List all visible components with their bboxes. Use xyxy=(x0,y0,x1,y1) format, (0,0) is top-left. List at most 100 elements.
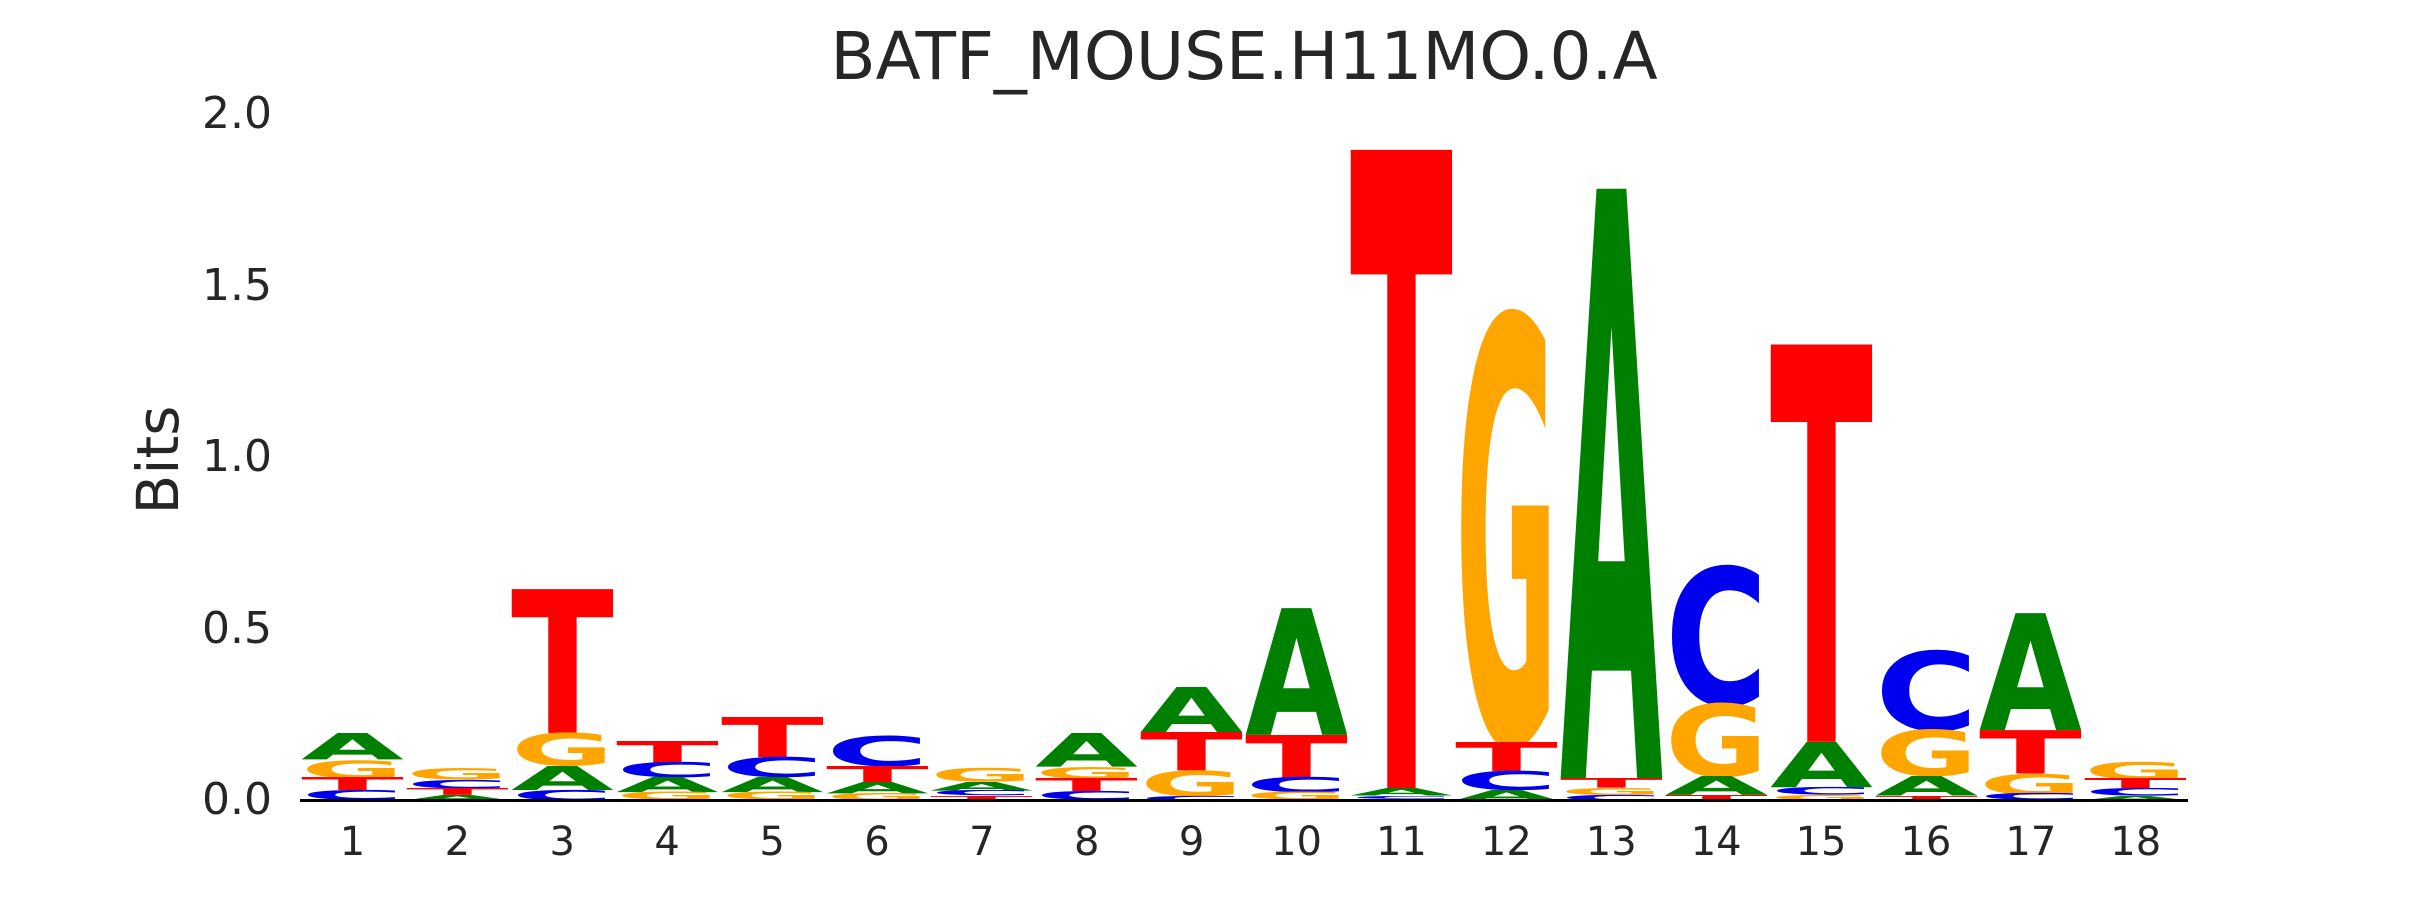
logo-letter-A: A xyxy=(826,779,929,797)
logo-letter-T: T xyxy=(1665,793,1768,801)
svg-text:A: A xyxy=(511,759,614,797)
svg-text:T: T xyxy=(1455,734,1558,780)
logo-letter-C: C xyxy=(1875,630,1978,756)
logo-letter-G: G xyxy=(301,755,404,783)
svg-text:C: C xyxy=(1140,794,1243,801)
svg-text:G: G xyxy=(406,765,509,784)
logo-letter-T: T xyxy=(930,794,1033,801)
svg-text:A: A xyxy=(616,773,719,797)
x-tick-label: 3 xyxy=(549,819,575,865)
logo-letter-G: G xyxy=(1875,718,1978,791)
logo-letter-G: G xyxy=(1140,764,1243,804)
x-tick-label: 1 xyxy=(339,819,366,865)
svg-text:C: C xyxy=(721,752,824,784)
x-tick-label: 11 xyxy=(1375,819,1427,865)
x-tick-label: 17 xyxy=(2005,819,2057,865)
y-tick-label: 1.5 xyxy=(202,259,272,311)
svg-text:C: C xyxy=(1350,795,1453,799)
svg-text:A: A xyxy=(1035,724,1138,778)
svg-text:A: A xyxy=(721,773,824,797)
x-tick-label: 10 xyxy=(1271,819,1322,865)
svg-text:T: T xyxy=(1770,235,1874,870)
y-tick-label: 1.0 xyxy=(202,431,272,482)
logo-letter-C: C xyxy=(1350,795,1453,799)
x-tick-label: 8 xyxy=(1074,819,1100,865)
logo-letter-C: C xyxy=(930,789,1033,797)
svg-text:C: C xyxy=(1979,792,2082,802)
y-tick-label: 2.0 xyxy=(202,88,272,139)
svg-text:G: G xyxy=(2084,757,2187,784)
logo-letter-T: T xyxy=(1560,776,1663,791)
logo-letter-C: C xyxy=(721,752,824,784)
svg-text:T: T xyxy=(1560,776,1663,791)
svg-text:T: T xyxy=(1875,794,1978,801)
logo-letter-G: G xyxy=(930,764,1033,786)
logo-letter-A: A xyxy=(616,773,719,797)
x-tick-label: 4 xyxy=(654,819,680,865)
logo-letter-T: T xyxy=(1035,775,1138,796)
logo-letter-G: G xyxy=(826,791,929,802)
logo-letter-G: G xyxy=(511,724,614,776)
svg-text:C: C xyxy=(826,728,929,775)
svg-text:A: A xyxy=(1875,771,1979,802)
logo-letter-C: C xyxy=(1245,773,1348,797)
logo-letter-G: G xyxy=(1770,793,1873,801)
logo-letter-A: A xyxy=(1770,730,1873,802)
logo-letter-C: C xyxy=(406,777,509,790)
logo-letter-C: C xyxy=(1560,793,1663,801)
svg-text:G: G xyxy=(1979,768,2082,800)
logo-letter-A: A xyxy=(1875,771,1979,802)
logo-letter-T: T xyxy=(2084,776,2187,792)
logo-letter-A: A xyxy=(511,759,614,797)
svg-text:T: T xyxy=(616,735,719,770)
logo-letter-C: C xyxy=(1979,792,2082,802)
x-tick-label: 5 xyxy=(759,819,785,865)
svg-text:A: A xyxy=(301,726,404,768)
logo-letter-C: C xyxy=(1455,766,1558,796)
logo-letter-A: A xyxy=(1979,581,2082,768)
svg-text:G: G xyxy=(1455,201,1558,879)
logo-letter-G: G xyxy=(406,765,509,784)
svg-text:A: A xyxy=(1350,786,1453,798)
logo-letter-T: T xyxy=(406,786,509,797)
logo-letter-A: A xyxy=(406,793,509,801)
logo-letter-C: C xyxy=(1665,531,1768,749)
svg-text:C: C xyxy=(1770,785,1873,797)
svg-text:G: G xyxy=(1665,684,1768,799)
y-tick-label: 0.0 xyxy=(202,774,272,825)
logo-letter-T: T xyxy=(616,735,719,770)
svg-text:T: T xyxy=(301,774,404,795)
svg-text:C: C xyxy=(616,758,719,782)
svg-text:G: G xyxy=(1140,764,1243,804)
svg-text:T: T xyxy=(1140,722,1243,783)
svg-text:G: G xyxy=(1875,718,1978,791)
svg-text:C: C xyxy=(2084,786,2187,798)
x-tick-label: 13 xyxy=(1585,819,1637,865)
svg-text:T: T xyxy=(1665,793,1768,801)
logo-letter-T: T xyxy=(1140,722,1243,783)
logo-letter-A: A xyxy=(1350,786,1453,798)
x-tick-label: 15 xyxy=(1795,819,1847,865)
x-tick-label: 6 xyxy=(864,819,890,865)
svg-text:T: T xyxy=(930,794,1033,801)
logo-letter-C: C xyxy=(1770,785,1873,797)
x-tick-label: 16 xyxy=(1900,819,1952,865)
logo-letter-G: G xyxy=(1665,684,1768,799)
svg-text:T: T xyxy=(826,761,929,787)
svg-text:T: T xyxy=(2084,776,2187,792)
logo-letter-A: A xyxy=(301,726,404,768)
svg-text:A: A xyxy=(930,779,1033,793)
logo-letter-G: G xyxy=(2084,757,2187,784)
svg-text:T: T xyxy=(1245,724,1348,792)
svg-text:C: C xyxy=(1245,773,1348,797)
logo-letter-A: A xyxy=(1560,29,1664,900)
logo-letter-T: T xyxy=(1350,0,1454,900)
logo-letter-G: G xyxy=(1979,768,2082,800)
x-tick-label: 7 xyxy=(969,819,995,865)
logo-letter-T: T xyxy=(1770,235,1874,870)
logo-letter-T: T xyxy=(1875,794,1978,801)
svg-text:A: A xyxy=(1245,574,1348,776)
svg-text:C: C xyxy=(930,789,1033,797)
y-tick-label: 0.5 xyxy=(202,602,272,654)
